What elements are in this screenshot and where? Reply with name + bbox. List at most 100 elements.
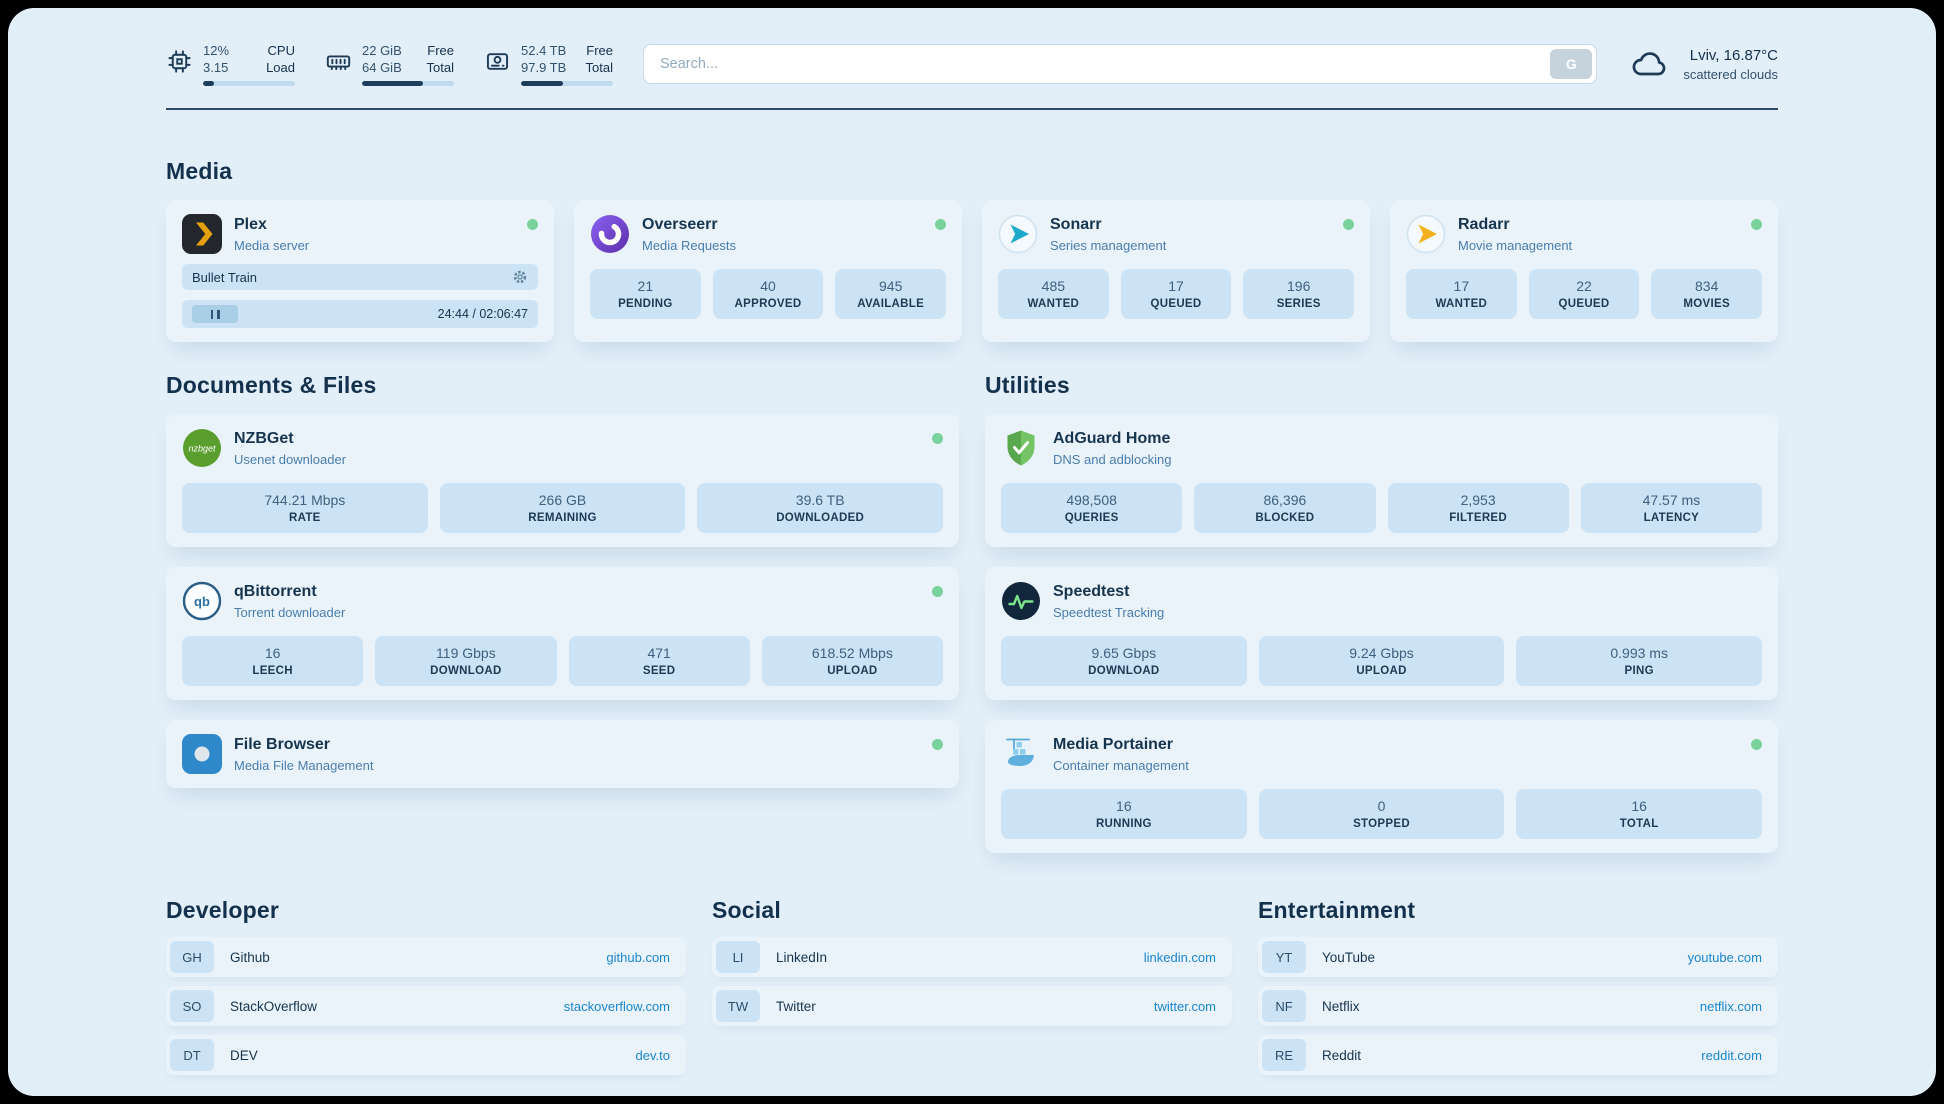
service-card-sonarr[interactable]: Sonarr Series management 485 WANTED 17 QUE… <box>982 200 1370 342</box>
service-name: Overseerr <box>642 215 718 233</box>
memory-widget: 22 GiB Free 64 GiB Total <box>325 42 454 86</box>
bookmark-link[interactable]: stackoverflow.com <box>563 998 670 1014</box>
service-name: NZBGet <box>234 429 294 447</box>
cpu-label-1: CPU <box>267 43 295 58</box>
bookmark-link[interactable]: reddit.com <box>1701 1047 1762 1063</box>
bookmark-abbr: TW <box>716 990 760 1022</box>
section-title-social: Social <box>712 897 781 923</box>
service-card-qbittorrent[interactable]: qb qBittorrent Torrent downloader 16 LEEC… <box>166 567 959 700</box>
bookmark-link[interactable]: youtube.com <box>1687 949 1762 965</box>
bookmark-stackoverflow[interactable]: SO StackOverflow stackoverflow.com <box>166 986 686 1026</box>
cpu-value-1: 12% <box>203 43 230 58</box>
search-input[interactable] <box>648 56 1551 72</box>
stat-box: 485 WANTED <box>998 269 1109 319</box>
bookmark-link[interactable]: linkedin.com <box>1143 949 1216 965</box>
stat-label: WANTED <box>1435 298 1488 310</box>
stat-value: 266 GB <box>538 492 587 508</box>
section-title-media: Media <box>166 158 233 184</box>
stat-box: 945 AVAILABLE <box>835 269 947 319</box>
bookmark-dev[interactable]: DT DEV dev.to <box>166 1035 686 1075</box>
stat-value: 16 <box>264 645 281 661</box>
stat-box: 39.6 TB DOWNLOADED <box>697 483 944 533</box>
bookmark-link[interactable]: dev.to <box>635 1047 670 1063</box>
service-subtitle: DNS and adblocking <box>1053 451 1172 467</box>
stat-label: WANTED <box>1027 298 1080 310</box>
weather-widget: Lviv, 16.87°C scattered clouds <box>1627 44 1778 84</box>
service-name: AdGuard Home <box>1053 429 1171 447</box>
service-name: Plex <box>234 215 267 233</box>
service-card-portainer[interactable]: Media Portainer Container management 16 R… <box>985 720 1778 853</box>
section-title-entertainment: Entertainment <box>1258 897 1416 923</box>
bookmark-abbr: RE <box>1262 1039 1306 1071</box>
stat-label: UPLOAD <box>827 665 878 677</box>
stat-label: UPLOAD <box>1356 665 1407 677</box>
stat-value: 16 <box>1631 798 1647 814</box>
service-card-speedtest[interactable]: Speedtest Speedtest Tracking 9.65 Gbps DO… <box>985 567 1778 700</box>
stat-value: 744.21 Mbps <box>264 492 346 508</box>
status-dot <box>935 219 946 230</box>
status-dot <box>1343 219 1354 230</box>
dashboard-page: 12% CPU 3.15 Load 22 GiB Free 64 GiB Total <box>8 8 1936 1096</box>
weather-location: Lviv, 16.87°C <box>1689 46 1778 64</box>
disk-value-2: 97.9 TB <box>521 60 567 75</box>
stat-value: 196 <box>1287 278 1311 294</box>
bookmark-abbr: GH <box>170 941 214 973</box>
bookmark-reddit[interactable]: RE Reddit reddit.com <box>1258 1035 1778 1075</box>
cloud-icon <box>1627 44 1671 84</box>
stat-label: DOWNLOADED <box>776 512 865 524</box>
stat-box: 16 RUNNING <box>1001 789 1247 839</box>
bookmark-link[interactable]: github.com <box>606 949 670 965</box>
topbar-divider <box>166 108 1778 110</box>
bookmark-abbr: LI <box>716 941 760 973</box>
stat-label: DOWNLOAD <box>1088 665 1160 677</box>
status-dot <box>527 219 538 230</box>
bookmark-netflix[interactable]: NF Netflix netflix.com <box>1258 986 1778 1026</box>
stat-label: APPROVED <box>734 298 802 310</box>
service-card-radarr[interactable]: Radarr Movie management 17 WANTED 22 QUEUE… <box>1390 200 1778 342</box>
stat-box: 266 GB REMAINING <box>439 483 686 533</box>
svg-text:nzbget: nzbget <box>188 444 216 454</box>
bookmark-twitter[interactable]: TW Twitter twitter.com <box>712 986 1232 1026</box>
stat-box: 618.52 Mbps UPLOAD <box>761 636 943 686</box>
service-subtitle: Media server <box>234 237 310 253</box>
cpu-label-2: Load <box>266 60 295 75</box>
stat-box: 119 Gbps DOWNLOAD <box>375 636 557 686</box>
bookmark-youtube[interactable]: YT YouTube youtube.com <box>1258 937 1778 977</box>
search-provider-button[interactable]: G <box>1550 49 1593 79</box>
stat-label: DOWNLOAD <box>430 665 502 677</box>
bookmark-abbr: YT <box>1262 941 1306 973</box>
stat-box: 22 QUEUED <box>1528 269 1640 319</box>
stat-value: 17 <box>1453 278 1470 294</box>
stat-value: 39.6 TB <box>795 492 845 508</box>
stat-box: 21 PENDING <box>590 269 701 319</box>
service-subtitle: Series management <box>1050 237 1167 253</box>
bookmark-github[interactable]: GH Github github.com <box>166 937 686 977</box>
stat-value: 945 <box>879 278 903 294</box>
stat-value: 2,953 <box>1460 492 1496 508</box>
top-bar: 12% CPU 3.15 Load 22 GiB Free 64 GiB Total <box>166 42 1778 86</box>
service-card-nzbget[interactable]: nzbget NZBGet Usenet downloader 744.21 M… <box>166 414 959 547</box>
service-card-overseerr[interactable]: Overseerr Media Requests 21 PENDING 40 APP… <box>574 200 962 342</box>
stat-label: STOPPED <box>1353 818 1410 830</box>
bookmark-link[interactable]: twitter.com <box>1153 998 1216 1014</box>
svg-text:qb: qb <box>194 594 210 609</box>
service-name: Radarr <box>1458 215 1510 233</box>
stat-box: 834 MOVIES <box>1651 269 1763 319</box>
bookmark-name: Reddit <box>1322 1047 1362 1063</box>
bookmark-name: Netflix <box>1322 998 1360 1014</box>
section-title-documents: Documents & Files <box>166 372 377 398</box>
stat-box: 0.993 ms PING <box>1516 636 1763 686</box>
gear-icon[interactable] <box>512 269 528 285</box>
stat-label: FILTERED <box>1449 512 1508 524</box>
service-card-plex[interactable]: Plex Media server Bullet Train <box>166 200 554 342</box>
service-subtitle: Speedtest Tracking <box>1053 604 1165 620</box>
disk-label-1: Free <box>586 43 613 58</box>
bookmark-link[interactable]: netflix.com <box>1699 998 1762 1014</box>
service-card-adguard[interactable]: AdGuard Home DNS and adblocking 498,508 Q… <box>985 414 1778 547</box>
stat-box: 498,508 QUERIES <box>1001 483 1183 533</box>
bookmark-linkedin[interactable]: LI LinkedIn linkedin.com <box>712 937 1232 977</box>
stat-box: 86,396 BLOCKED <box>1194 483 1376 533</box>
service-card-filebrowser[interactable]: File Browser Media File Management <box>166 720 959 788</box>
bookmark-group-entertainment: Entertainment YT YouTube youtube.com NF … <box>1258 897 1778 1075</box>
pause-button[interactable] <box>192 305 238 323</box>
